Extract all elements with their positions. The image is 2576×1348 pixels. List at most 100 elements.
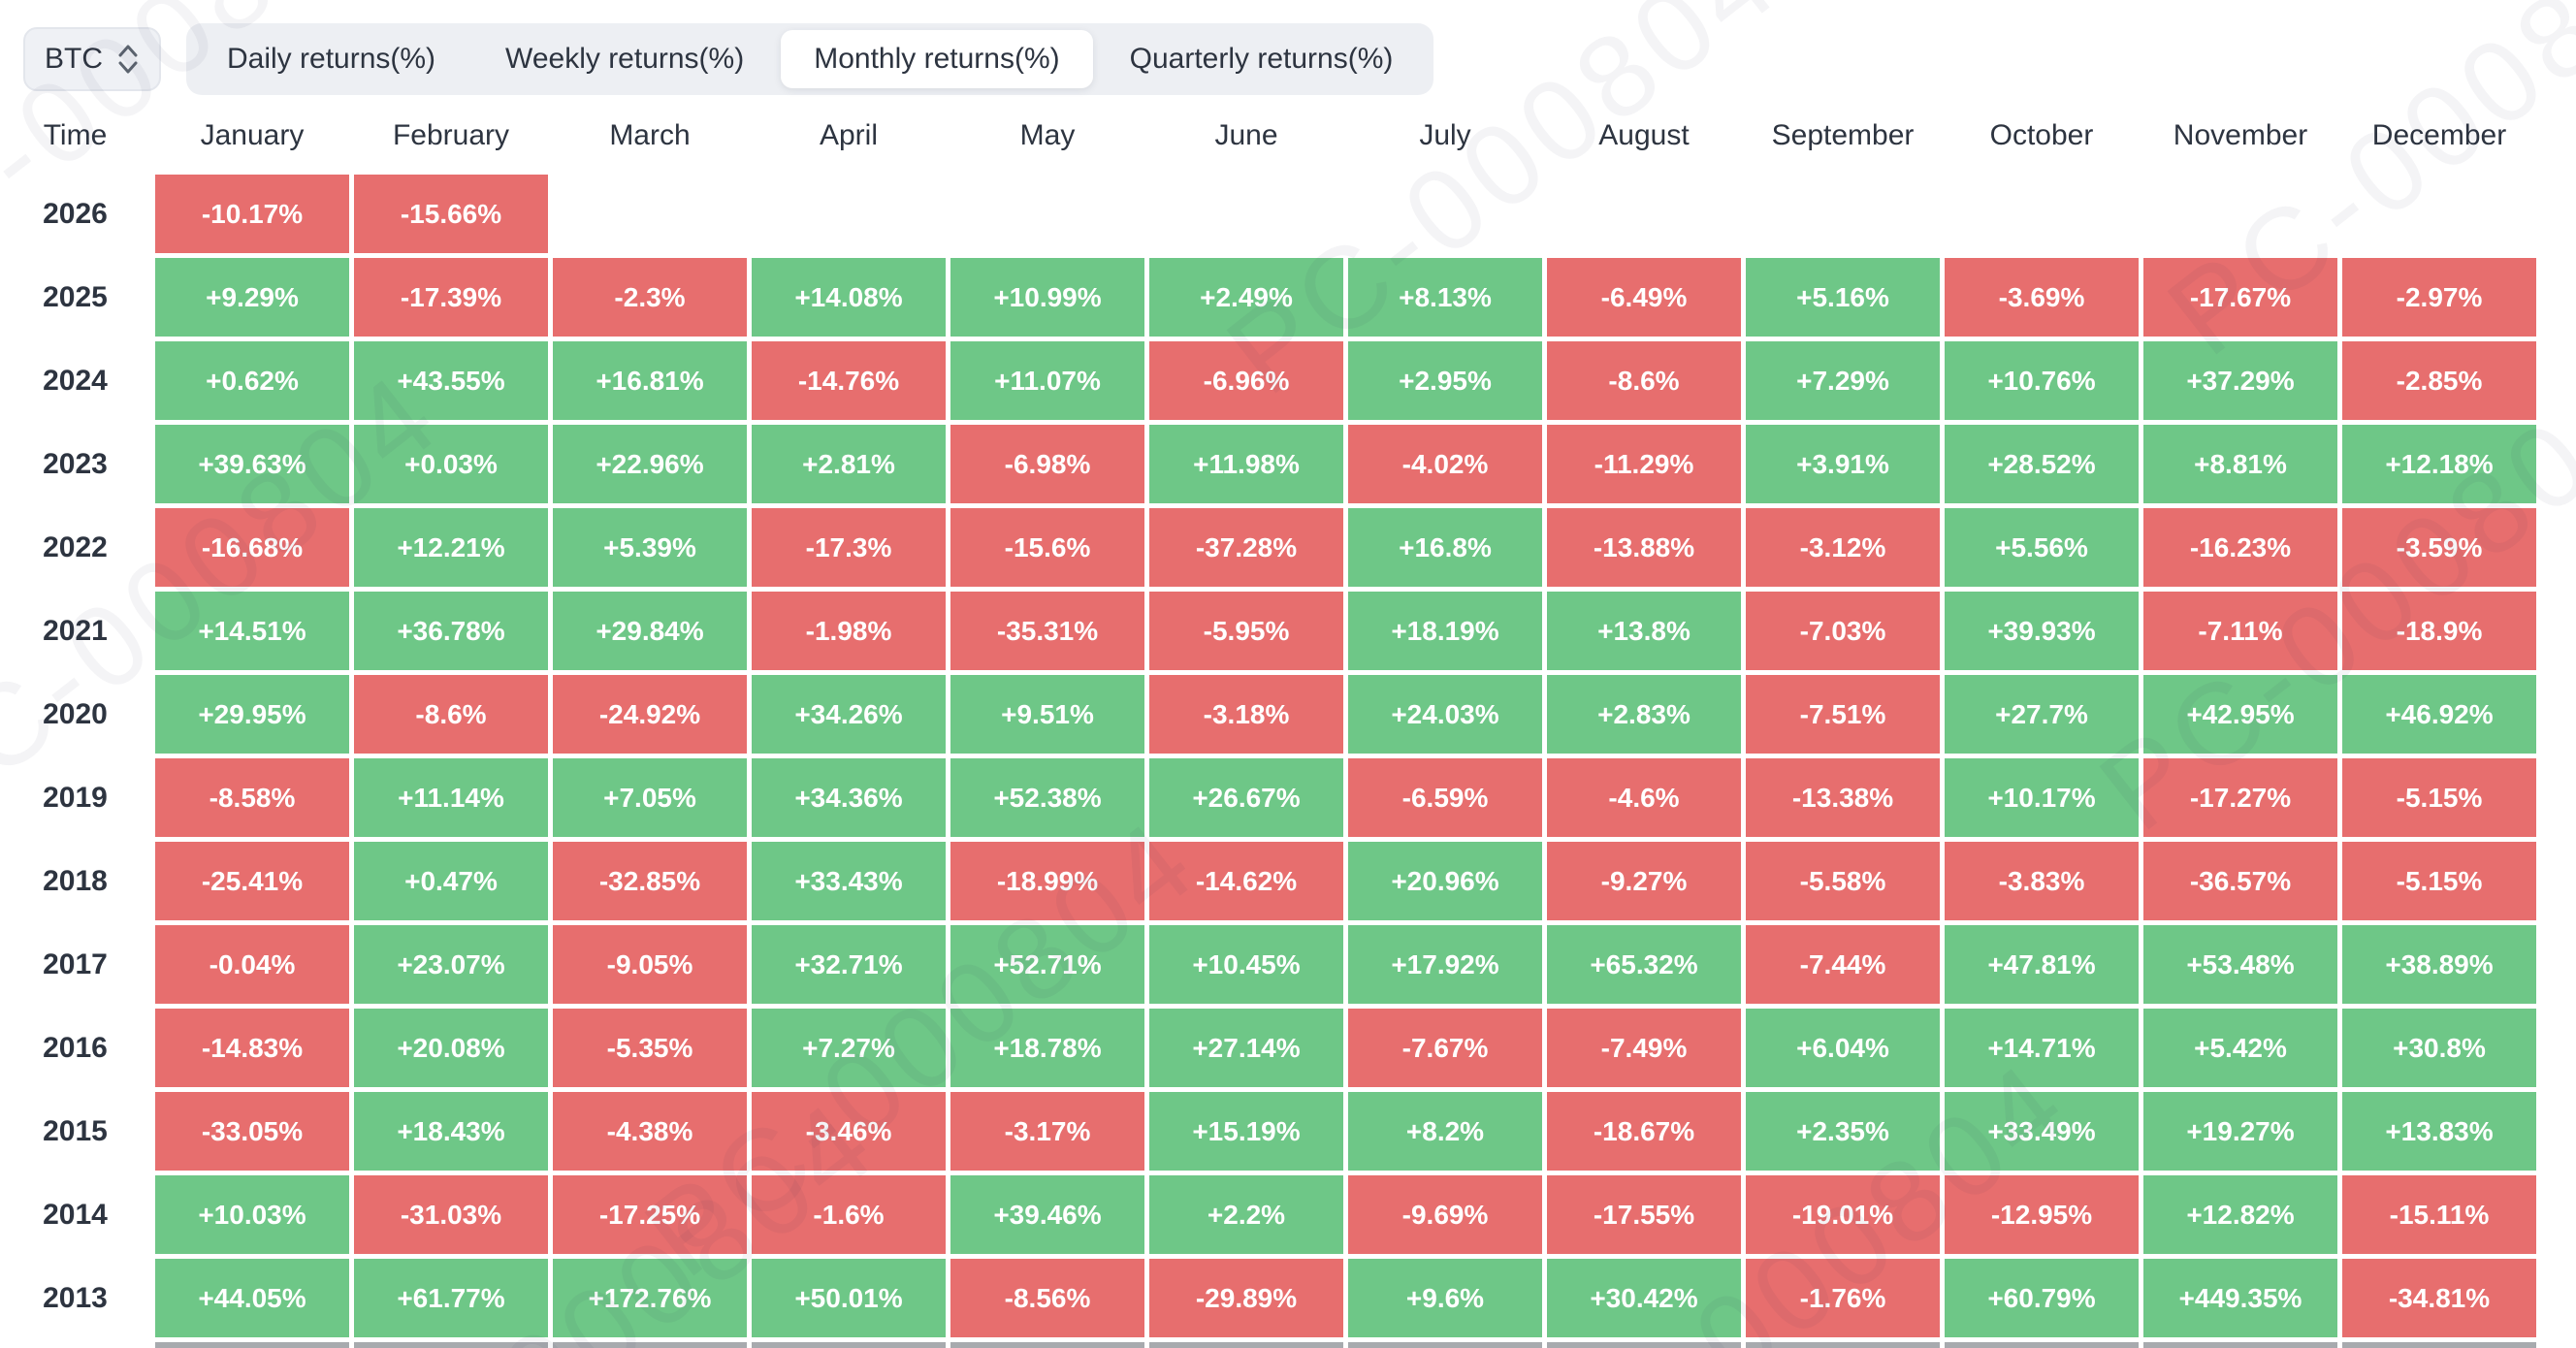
return-cell: +10.99%: [950, 258, 1144, 337]
return-cell: -16.68%: [155, 508, 349, 587]
col-header-month: April: [819, 119, 878, 151]
return-cell: +33.49%: [1945, 1092, 2139, 1171]
return-cell: -19.01%: [1746, 1175, 1940, 1254]
return-cell: -5.58%: [1746, 842, 1940, 920]
return-cell: -11.29%: [1547, 425, 1741, 503]
return-cell: +2.83%: [1547, 675, 1741, 754]
return-cell: +11.14%: [354, 758, 548, 837]
return-cell: -2.97%: [2342, 258, 2536, 337]
return-cell: -17.25%: [553, 1175, 747, 1254]
return-cell: +46.92%: [2342, 675, 2536, 754]
return-cell-empty: [2342, 175, 2536, 253]
return-cell: +0.47%: [354, 842, 548, 920]
return-cell-empty: [1149, 175, 1343, 253]
table-row: 2018 -25.41% +0.47% -32.85% +33.43% -18.99% -1…: [0, 842, 2536, 920]
symbol-select[interactable]: BTC: [23, 27, 161, 91]
return-cell: +52.38%: [950, 758, 1144, 837]
tab-monthly-returns[interactable]: Monthly returns(%): [781, 30, 1093, 88]
return-cell: -0.04%: [155, 925, 349, 1004]
return-cell: +20.96%: [1348, 842, 1542, 920]
return-cell: -33.05%: [155, 1092, 349, 1171]
return-cell: +24.03%: [1348, 675, 1542, 754]
col-header-month: November: [2173, 119, 2308, 151]
return-cell: -9.27%: [1547, 842, 1741, 920]
return-cell: +8.2%: [1348, 1092, 1542, 1171]
return-cell: +26.67%: [1149, 758, 1343, 837]
return-cell: +5.39%: [553, 508, 747, 587]
return-cell: -17.39%: [354, 258, 548, 337]
table-row: 2017 -0.04% +23.07% -9.05% +32.71% +52.71% +10…: [0, 925, 2536, 1004]
col-header-month: July: [1419, 119, 1471, 151]
return-cell: +27.7%: [1945, 675, 2139, 754]
return-cell: +11.98%: [1149, 425, 1343, 503]
return-cell: +61.77%: [354, 1259, 548, 1337]
return-cell: -6.49%: [1547, 258, 1741, 337]
return-cell: +7.27%: [752, 1009, 946, 1087]
return-cell: -3.69%: [1945, 258, 2139, 337]
table-row: 2026 -10.17% -15.66%: [0, 175, 2536, 253]
return-cell: -2.3%: [553, 258, 747, 337]
tab-quarterly-returns[interactable]: Quarterly returns(%): [1129, 43, 1394, 75]
returns-table: Time January February March April May June July…: [0, 97, 2536, 1348]
row-year-label: 2017: [43, 947, 108, 980]
tab-weekly-returns[interactable]: Weekly returns(%): [505, 43, 745, 75]
return-cell: +34.36%: [752, 758, 946, 837]
tab-daily-returns[interactable]: Daily returns(%): [227, 43, 436, 75]
return-cell: +13.83%: [2342, 1092, 2536, 1171]
return-cell: -1.76%: [1746, 1259, 1940, 1337]
return-cell: +9.29%: [155, 258, 349, 337]
return-cell: -13.88%: [1547, 508, 1741, 587]
return-cell: +14.71%: [1945, 1009, 2139, 1087]
return-cell: +22.96%: [553, 425, 747, 503]
return-cell: +12.21%: [354, 508, 548, 587]
table-header-row: Time January February March April May June July…: [0, 97, 2536, 175]
return-cell: +33.43%: [752, 842, 946, 920]
partial-row-stub: [950, 1342, 1144, 1348]
col-header-month: December: [2371, 119, 2507, 151]
symbol-select-value: BTC: [45, 43, 103, 75]
return-cell: +10.45%: [1149, 925, 1343, 1004]
return-cell: -24.92%: [553, 675, 747, 754]
return-cell: +12.18%: [2342, 425, 2536, 503]
return-cell: +8.13%: [1348, 258, 1542, 337]
return-cell: -5.35%: [553, 1009, 747, 1087]
return-cell: -3.12%: [1746, 508, 1940, 587]
return-cell: -17.67%: [2143, 258, 2337, 337]
return-cell: +14.51%: [155, 592, 349, 670]
return-cell: +3.91%: [1746, 425, 1940, 503]
row-year-label: 2018: [43, 864, 108, 897]
table-row: 2015 -33.05% +18.43% -4.38% -3.46% -3.17% +15.…: [0, 1092, 2536, 1171]
return-cell: -37.28%: [1149, 508, 1343, 587]
return-cell: +43.55%: [354, 341, 548, 420]
return-cell: -9.05%: [553, 925, 747, 1004]
return-cell: -8.56%: [950, 1259, 1144, 1337]
returns-period-tabbar: Daily returns(%) Weekly returns(%) Monthly…: [186, 23, 1434, 95]
table-row: 2023 +39.63% +0.03% +22.96% +2.81% -6.98% +11.…: [0, 425, 2536, 503]
return-cell: -1.98%: [752, 592, 946, 670]
return-cell: +5.42%: [2143, 1009, 2337, 1087]
return-cell: +2.2%: [1149, 1175, 1343, 1254]
return-cell: +8.81%: [2143, 425, 2337, 503]
return-cell: -7.11%: [2143, 592, 2337, 670]
return-cell-empty: [553, 175, 747, 253]
return-cell: -4.6%: [1547, 758, 1741, 837]
partial-row-stub: [2342, 1342, 2536, 1348]
return-cell: +27.14%: [1149, 1009, 1343, 1087]
return-cell: -7.51%: [1746, 675, 1940, 754]
col-header-month: August: [1598, 119, 1690, 151]
return-cell: -3.17%: [950, 1092, 1144, 1171]
row-year-label: 2022: [43, 530, 108, 563]
return-cell: -5.15%: [2342, 842, 2536, 920]
return-cell: -15.66%: [354, 175, 548, 253]
return-cell: +10.03%: [155, 1175, 349, 1254]
return-cell: +13.8%: [1547, 592, 1741, 670]
return-cell: +11.07%: [950, 341, 1144, 420]
return-cell: -7.44%: [1746, 925, 1940, 1004]
return-cell: +29.84%: [553, 592, 747, 670]
return-cell: +34.26%: [752, 675, 946, 754]
return-cell: -31.03%: [354, 1175, 548, 1254]
partial-row-stub: [752, 1342, 946, 1348]
return-cell: -14.83%: [155, 1009, 349, 1087]
return-cell: +19.27%: [2143, 1092, 2337, 1171]
